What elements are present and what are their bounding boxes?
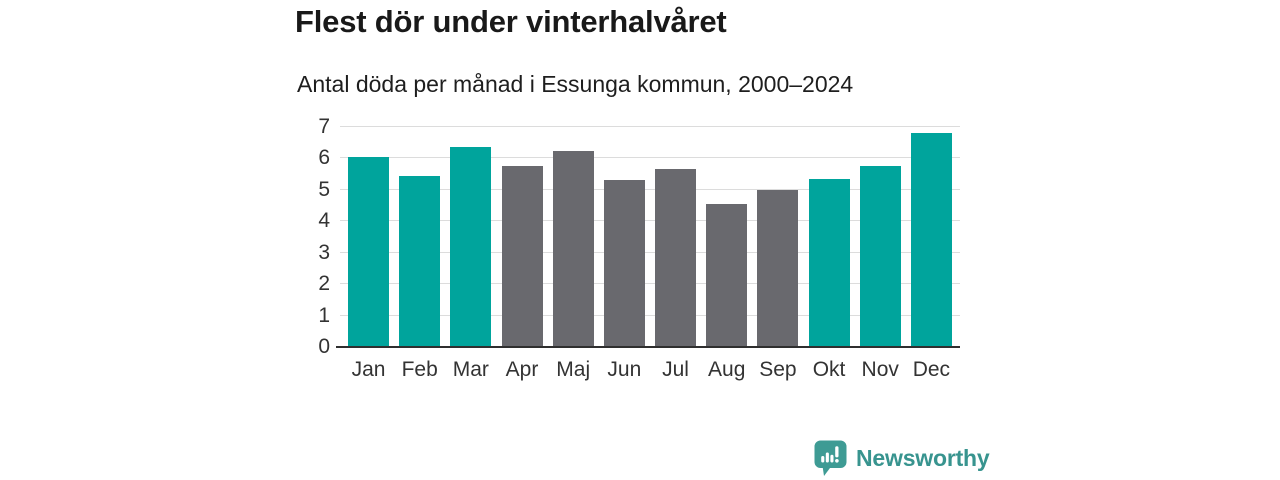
speech-bubble-tail (822, 466, 832, 476)
gridline (340, 157, 960, 159)
logo-bar-3 (830, 454, 834, 463)
brand-name: Newsworthy (856, 445, 990, 471)
bar-jun (603, 180, 645, 347)
bar-jul (655, 169, 697, 347)
bar-sep (757, 189, 799, 347)
x-tick-label-dec: Dec (912, 358, 951, 381)
x-tick-label-okt: Okt (812, 358, 846, 381)
bar-nov (859, 166, 901, 347)
y-tick-label: 2 (318, 272, 330, 296)
x-tick-label-maj: Maj (556, 358, 591, 381)
bar-okt (808, 178, 850, 347)
logo-exclamation-dot (835, 459, 839, 463)
y-tick-label: 3 (318, 240, 330, 264)
bar-aug (706, 204, 748, 347)
y-tick-label: 7 (318, 115, 330, 138)
y-tick-label: 4 (318, 209, 330, 233)
x-tick-label-jun: Jun (607, 358, 642, 381)
gridline (340, 220, 960, 222)
x-tick-label-mar: Mar (452, 358, 489, 381)
y-axis-labels: 0 1 2 3 4 5 6 7 (288, 115, 330, 358)
x-axis-labels: Jan Feb Mar Apr Maj Jun Jul Aug Sep Okt Nov Dec (340, 358, 960, 382)
newsworthy-brand-link[interactable]: Newsworthy (814, 440, 990, 477)
y-tick-label: 0 (318, 335, 330, 358)
bar-mar (450, 147, 492, 347)
chart-title: Flest dör under vinterhalvåret (295, 4, 727, 39)
bar-jan (348, 156, 389, 347)
bar-feb (399, 175, 441, 347)
x-tick-label-nov: Nov (861, 358, 899, 381)
x-tick-label-jan: Jan (351, 358, 386, 381)
plot-area (336, 126, 960, 348)
y-tick-label: 1 (318, 303, 330, 327)
gridline (340, 188, 960, 190)
x-tick-label-apr: Apr (505, 358, 539, 381)
bar-apr (501, 166, 543, 347)
gridline (340, 126, 960, 127)
bar-dec (910, 133, 952, 347)
bar-series (340, 127, 960, 347)
gridline (340, 251, 960, 253)
x-tick-label-feb: Feb (401, 358, 438, 381)
newsworthy-logo-icon (814, 440, 847, 476)
speech-bubble-shape (814, 440, 847, 468)
logo-exclamation-bar (835, 446, 839, 458)
chart-subtitle: Antal döda per månad i Essunga kommun, 2… (297, 71, 854, 97)
gridline (340, 283, 960, 285)
bar-maj (552, 150, 594, 347)
y-tick-label: 5 (318, 177, 330, 201)
logo-bar-1 (821, 456, 825, 463)
x-axis-line (336, 345, 960, 348)
x-tick-label-sep: Sep (759, 358, 797, 381)
logo-bar-2 (825, 452, 829, 463)
y-tick-label: 6 (318, 146, 330, 170)
x-tick-label-aug: Aug (708, 358, 746, 381)
x-tick-label-jul: Jul (662, 358, 689, 381)
gridline (340, 314, 960, 316)
